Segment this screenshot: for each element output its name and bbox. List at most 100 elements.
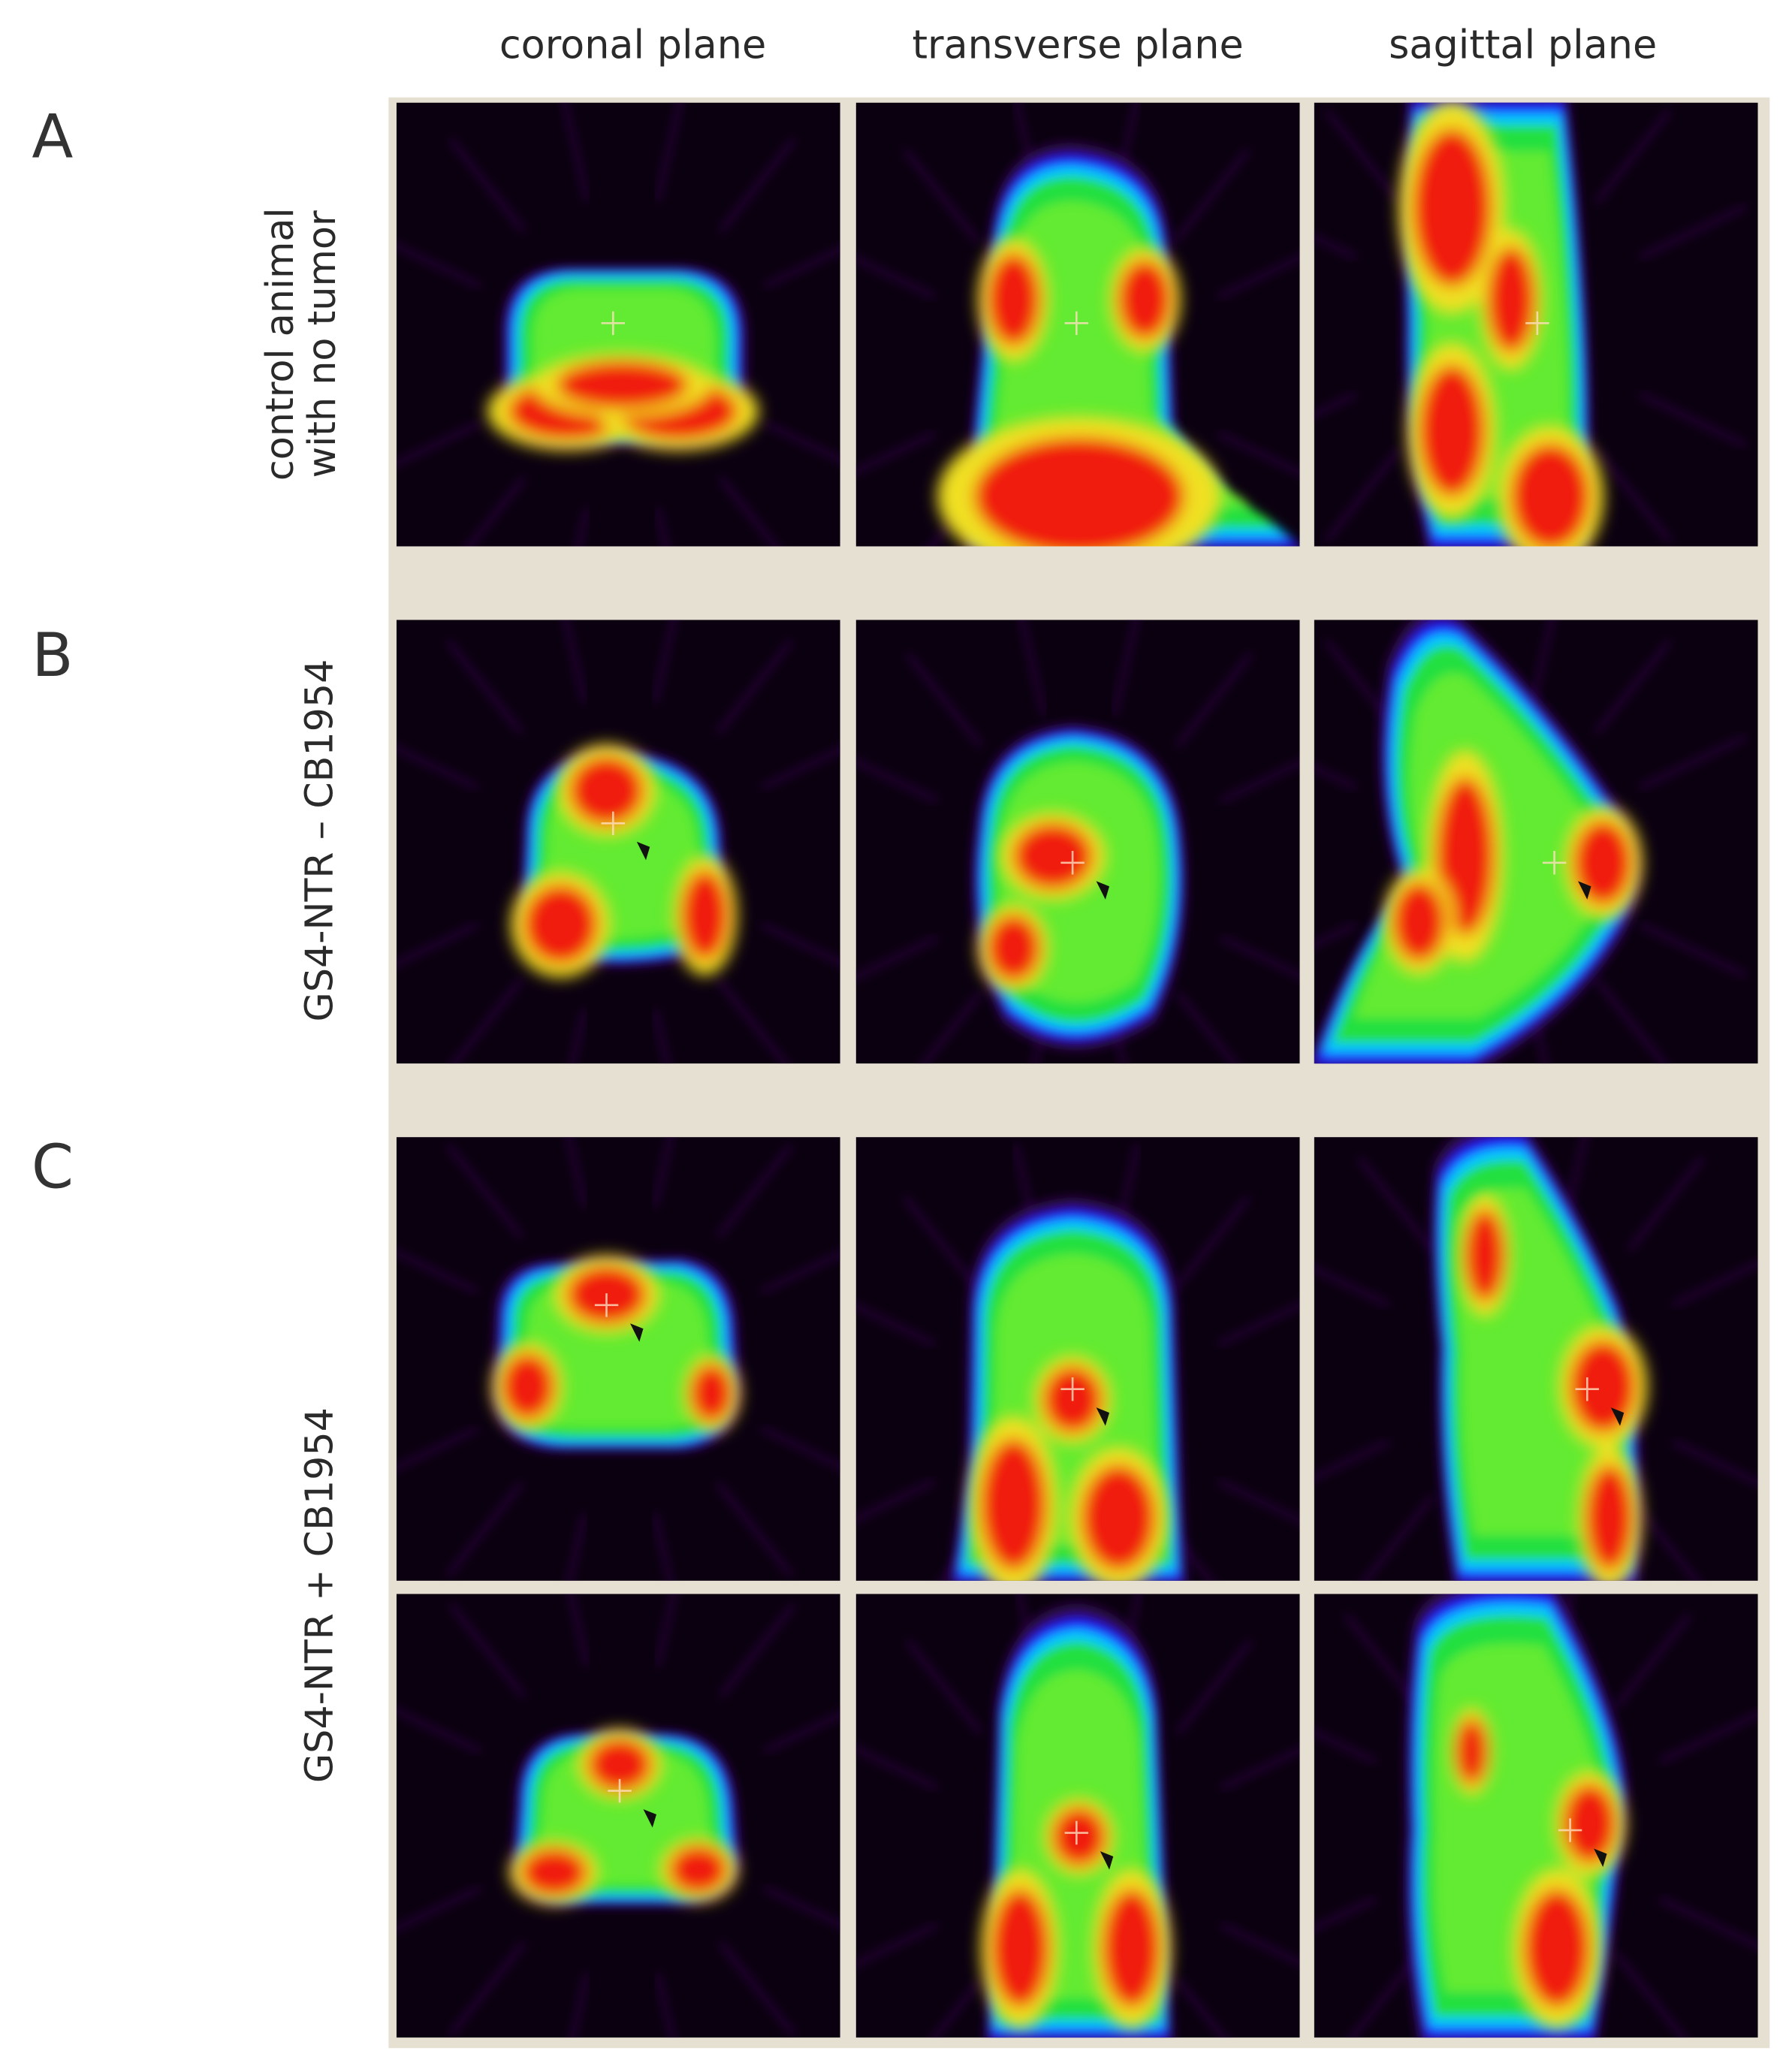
- background-streak: [1594, 447, 1673, 544]
- background-streak: [1217, 1302, 1300, 1347]
- row-labels: A B C control animal with no tumor GS4-N…: [32, 101, 344, 1783]
- column-header: coronal plane: [499, 22, 766, 68]
- hot-spots: [511, 744, 738, 978]
- arrowhead: [630, 1323, 644, 1342]
- background-streak: [760, 921, 840, 966]
- background-streak: [760, 746, 840, 791]
- hot-spot: [1510, 444, 1590, 547]
- background-streak: [568, 1594, 590, 1667]
- background-streak: [1217, 431, 1300, 476]
- background-streak: [716, 977, 789, 1064]
- background-streak: [716, 1482, 794, 1578]
- column-headers: coronal plane transverse plane sagittal …: [499, 22, 1657, 68]
- crosshair: [1558, 1818, 1582, 1842]
- background-streak: [855, 1746, 939, 1791]
- background-streak: [448, 137, 526, 234]
- background-streak: [1638, 921, 1748, 979]
- background-streak: [763, 246, 840, 289]
- background-streak: [1348, 1951, 1422, 2038]
- background-streak: [445, 1482, 524, 1578]
- background-streak: [1314, 1439, 1390, 1481]
- background-streak: [902, 148, 981, 244]
- background-streak: [855, 1922, 939, 1967]
- hot-spot: [987, 253, 1040, 346]
- hot-spots: [1458, 1193, 1648, 1581]
- background-streak: [1220, 760, 1300, 804]
- background-streak: [566, 1513, 587, 1581]
- background-streak: [652, 1009, 670, 1064]
- hot-spot: [1412, 128, 1492, 287]
- background-streak: [1220, 1922, 1300, 1966]
- background-streak: [1323, 108, 1402, 205]
- image-panel: [396, 102, 840, 547]
- background-streak: [654, 1594, 677, 1667]
- background-streak: [763, 1885, 840, 1928]
- background-streak: [575, 508, 590, 547]
- background-streak: [921, 991, 983, 1064]
- background-streak: [855, 431, 936, 475]
- background-streak: [760, 1426, 840, 1470]
- background-streak: [1172, 1195, 1250, 1292]
- row-letter: C: [32, 1132, 74, 1202]
- hot-spot: [1392, 882, 1446, 961]
- background-streak: [1220, 1747, 1300, 1791]
- image-panel: [1314, 102, 1758, 547]
- background-streak: [563, 620, 587, 704]
- arrowhead: [643, 1809, 656, 1828]
- row-letter: B: [32, 620, 73, 690]
- background-streak: [654, 508, 669, 547]
- background-streak: [396, 1250, 479, 1295]
- background-streak: [396, 1885, 482, 1932]
- hot-spots: [981, 1797, 1171, 2028]
- background-streak: [1638, 204, 1748, 260]
- hot-spot: [1419, 365, 1485, 497]
- background-streak: [1658, 1712, 1758, 1765]
- hot-spots: [1450, 1707, 1626, 2028]
- background-streak: [1112, 1022, 1127, 1064]
- background-streak: [652, 620, 677, 704]
- hot-spot: [980, 1439, 1047, 1570]
- row-label: GS4-NTR + CB1954: [297, 1407, 341, 1783]
- background-streak: [1172, 1534, 1214, 1581]
- image-panel: [396, 1594, 840, 2038]
- hot-spot: [681, 870, 729, 961]
- background-streak: [1314, 921, 1357, 948]
- crosshair: [1060, 1377, 1085, 1401]
- background-streak: [1638, 734, 1748, 791]
- background-streak: [1356, 1156, 1435, 1252]
- background-streak: [1323, 447, 1402, 544]
- hot-spot: [1487, 246, 1535, 352]
- row-label: control animal: [258, 208, 302, 481]
- hot-spot: [974, 437, 1184, 547]
- hot-spot: [501, 1353, 554, 1419]
- row-label: with no tumor: [300, 210, 344, 478]
- background-streak: [466, 476, 526, 547]
- background-streak: [931, 1977, 983, 2038]
- background-streak: [1530, 620, 1555, 704]
- image-panel: [1314, 620, 1758, 1064]
- hot-spot: [1585, 1465, 1634, 1570]
- image-panels: [396, 102, 1758, 2038]
- crosshair: [1525, 311, 1549, 336]
- arrowhead: [1100, 1850, 1114, 1870]
- hot-spot: [1573, 820, 1632, 905]
- hot-spot: [1465, 1209, 1505, 1301]
- hot-spot: [1570, 1341, 1636, 1433]
- background-streak: [396, 746, 479, 791]
- crosshair: [1060, 851, 1085, 875]
- background-streak: [1112, 620, 1139, 716]
- background-streak: [902, 1195, 981, 1292]
- hot-spot: [1082, 1465, 1156, 1570]
- background-streak: [1175, 1977, 1227, 2038]
- background-streak: [566, 1137, 587, 1208]
- background-streak: [569, 1009, 587, 1064]
- hot-spots: [1383, 749, 1643, 976]
- background-streak: [855, 1303, 936, 1347]
- hot-spots: [509, 1729, 738, 1905]
- image-panel: [855, 1137, 1300, 1581]
- hot-spot: [523, 885, 598, 964]
- background-streak: [396, 1708, 482, 1754]
- background-streak: [1217, 255, 1300, 300]
